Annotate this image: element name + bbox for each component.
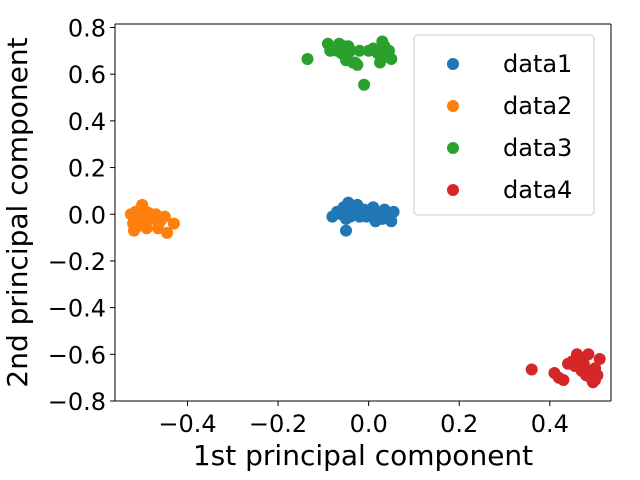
point-data4 [589, 374, 602, 386]
point-data4 [593, 353, 606, 365]
legend-marker-data2 [447, 100, 459, 112]
point-data1 [340, 224, 352, 237]
legend: data1 data2 data3 data4 [413, 34, 595, 216]
point-data4 [580, 363, 593, 376]
x-tick-label: −0.4 [158, 410, 216, 438]
x-tick-label: 0.0 [350, 410, 388, 438]
y-tick-label: −0.2 [48, 248, 106, 276]
point-data3 [301, 53, 314, 65]
ticks: −0.4 −0.2 0.0 0.2 0.4 −0.8 −0.6 −0.4 −0.2 0.0 0.2 0… [48, 15, 569, 438]
series-data1 [326, 196, 400, 237]
point-data4 [582, 348, 595, 361]
y-tick-label: −0.4 [48, 295, 106, 323]
x-tick-label: 0.2 [440, 410, 478, 438]
point-data2 [161, 226, 174, 239]
point-data3 [353, 44, 366, 57]
point-data2 [137, 218, 150, 231]
y-axis-label: 2nd principal component [1, 37, 34, 387]
data-points [124, 35, 606, 389]
y-tick-label: −0.6 [48, 341, 106, 369]
y-tick-label: −0.8 [48, 388, 106, 416]
legend-marker-data4 [447, 184, 459, 196]
legend-label-data4: data4 [503, 176, 572, 204]
y-tick-label: 0.8 [68, 15, 106, 43]
point-data3 [344, 44, 357, 57]
y-tick-label: 0.6 [68, 61, 106, 89]
point-data3 [358, 78, 371, 91]
legend-box [413, 34, 595, 216]
x-axis-label: 1st principal component [193, 439, 533, 472]
series-data3 [301, 35, 398, 91]
point-data4 [525, 363, 538, 376]
legend-label-data2: data2 [503, 92, 572, 120]
x-tick-label: 0.4 [531, 410, 569, 438]
point-data1 [364, 203, 377, 216]
point-data1 [385, 215, 398, 228]
point-data3 [351, 58, 364, 71]
y-tick-label: 0.0 [68, 201, 106, 229]
series-data2 [124, 198, 180, 239]
legend-label-data1: data1 [503, 50, 572, 78]
x-tick-label: −0.2 [249, 410, 307, 438]
point-data2 [158, 210, 171, 223]
y-tick-label: 0.2 [68, 155, 106, 183]
legend-marker-data3 [447, 142, 459, 154]
series-data4 [525, 348, 606, 389]
legend-marker-data1 [447, 58, 459, 70]
point-data4 [557, 374, 570, 386]
legend-label-data3: data3 [503, 134, 572, 162]
y-tick-label: 0.4 [68, 108, 106, 136]
point-data1 [387, 205, 400, 218]
axes [114, 23, 612, 402]
point-data2 [143, 207, 155, 220]
point-data3 [383, 44, 395, 57]
point-data2 [167, 217, 180, 230]
